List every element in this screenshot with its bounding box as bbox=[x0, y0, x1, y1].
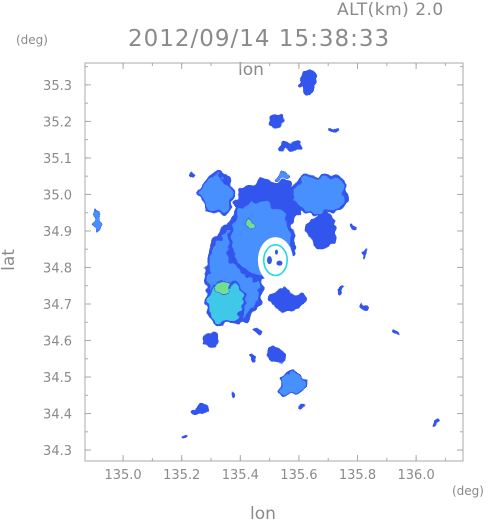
radar-center-echo-3 bbox=[274, 249, 278, 255]
echo-fragment-15 bbox=[278, 172, 291, 180]
y-tick-label: 34.8 bbox=[43, 261, 72, 276]
x-tick-label: 136.0 bbox=[398, 468, 435, 483]
radar-blank-zone bbox=[257, 237, 294, 284]
echo-northwest bbox=[202, 176, 232, 213]
y-tick-label: 35.3 bbox=[43, 79, 72, 94]
axis-tick-labels: 135.0 135.2 135.4 135.6 135.8 136.0 34.3 34.4 34… bbox=[43, 79, 435, 483]
echo-fragment-3 bbox=[202, 333, 220, 348]
plot-frame bbox=[84, 62, 464, 462]
y-tick-label: 34.7 bbox=[43, 298, 72, 313]
altitude-label: ALT(km) 2.0 bbox=[337, 0, 444, 20]
x-tick-label: 135.0 bbox=[104, 468, 141, 483]
y-tick-label: 34.4 bbox=[43, 408, 72, 423]
radar-center-echo bbox=[266, 256, 272, 265]
echo-fragment-12 bbox=[254, 326, 262, 333]
echo-fragment-5 bbox=[360, 249, 367, 256]
echo-north-far bbox=[300, 70, 316, 100]
y-tick-label: 35.1 bbox=[43, 152, 72, 167]
x-tick-label: 135.4 bbox=[222, 468, 259, 483]
echo-east bbox=[307, 212, 338, 250]
y-tick-label: 35.2 bbox=[43, 115, 72, 130]
echo-west-edge bbox=[93, 210, 100, 230]
echo-fragment-1 bbox=[190, 406, 209, 413]
x-tick-label: 135.6 bbox=[280, 468, 317, 483]
echo-fragment-13 bbox=[336, 286, 343, 293]
x-tick-label: 135.8 bbox=[339, 468, 376, 483]
radar-center-echo-2 bbox=[276, 260, 283, 266]
echo-layer bbox=[93, 70, 440, 439]
y-axis-unit: (deg) bbox=[16, 33, 48, 47]
x-axis-label: lon bbox=[250, 504, 276, 524]
y-tick-label: 34.3 bbox=[43, 444, 72, 459]
x-axis-unit: (deg) bbox=[452, 484, 484, 498]
echo-north-mid bbox=[281, 142, 305, 152]
echo-fragment-4 bbox=[246, 355, 258, 362]
radar-overlay bbox=[257, 237, 294, 284]
y-tick-label: 34.9 bbox=[43, 225, 72, 240]
echo-east-small bbox=[358, 303, 368, 313]
echo-fragment-11 bbox=[228, 392, 235, 399]
echo-core-peak-2 bbox=[217, 282, 228, 297]
echo-north-line bbox=[269, 114, 282, 129]
echo-fragment-2 bbox=[178, 432, 185, 439]
x-axis-label-top: lon bbox=[238, 60, 264, 80]
axis-ticks bbox=[85, 63, 463, 461]
x-tick-label: 135.2 bbox=[163, 468, 200, 483]
echo-fragment-9 bbox=[329, 125, 339, 132]
echo-fragment-6 bbox=[348, 224, 355, 231]
echo-core-peak bbox=[245, 218, 253, 230]
echo-southeast bbox=[269, 289, 305, 312]
echo-fragment-14 bbox=[190, 173, 197, 180]
y-tick-label: 34.6 bbox=[43, 335, 72, 350]
y-tick-label: 34.5 bbox=[43, 371, 72, 386]
echo-fragment-8 bbox=[433, 421, 440, 428]
echo-fragment-10 bbox=[298, 403, 305, 410]
timestamp-title: 2012/09/14 15:38:33 bbox=[128, 26, 391, 52]
echo-fragment-7 bbox=[392, 330, 399, 337]
radar-range-ring bbox=[262, 244, 288, 277]
echo-south bbox=[281, 373, 305, 396]
echo-south-core bbox=[208, 285, 244, 323]
y-tick-label: 35.0 bbox=[43, 188, 72, 203]
echo-northeast bbox=[293, 176, 346, 213]
echo-far-south bbox=[266, 347, 285, 363]
